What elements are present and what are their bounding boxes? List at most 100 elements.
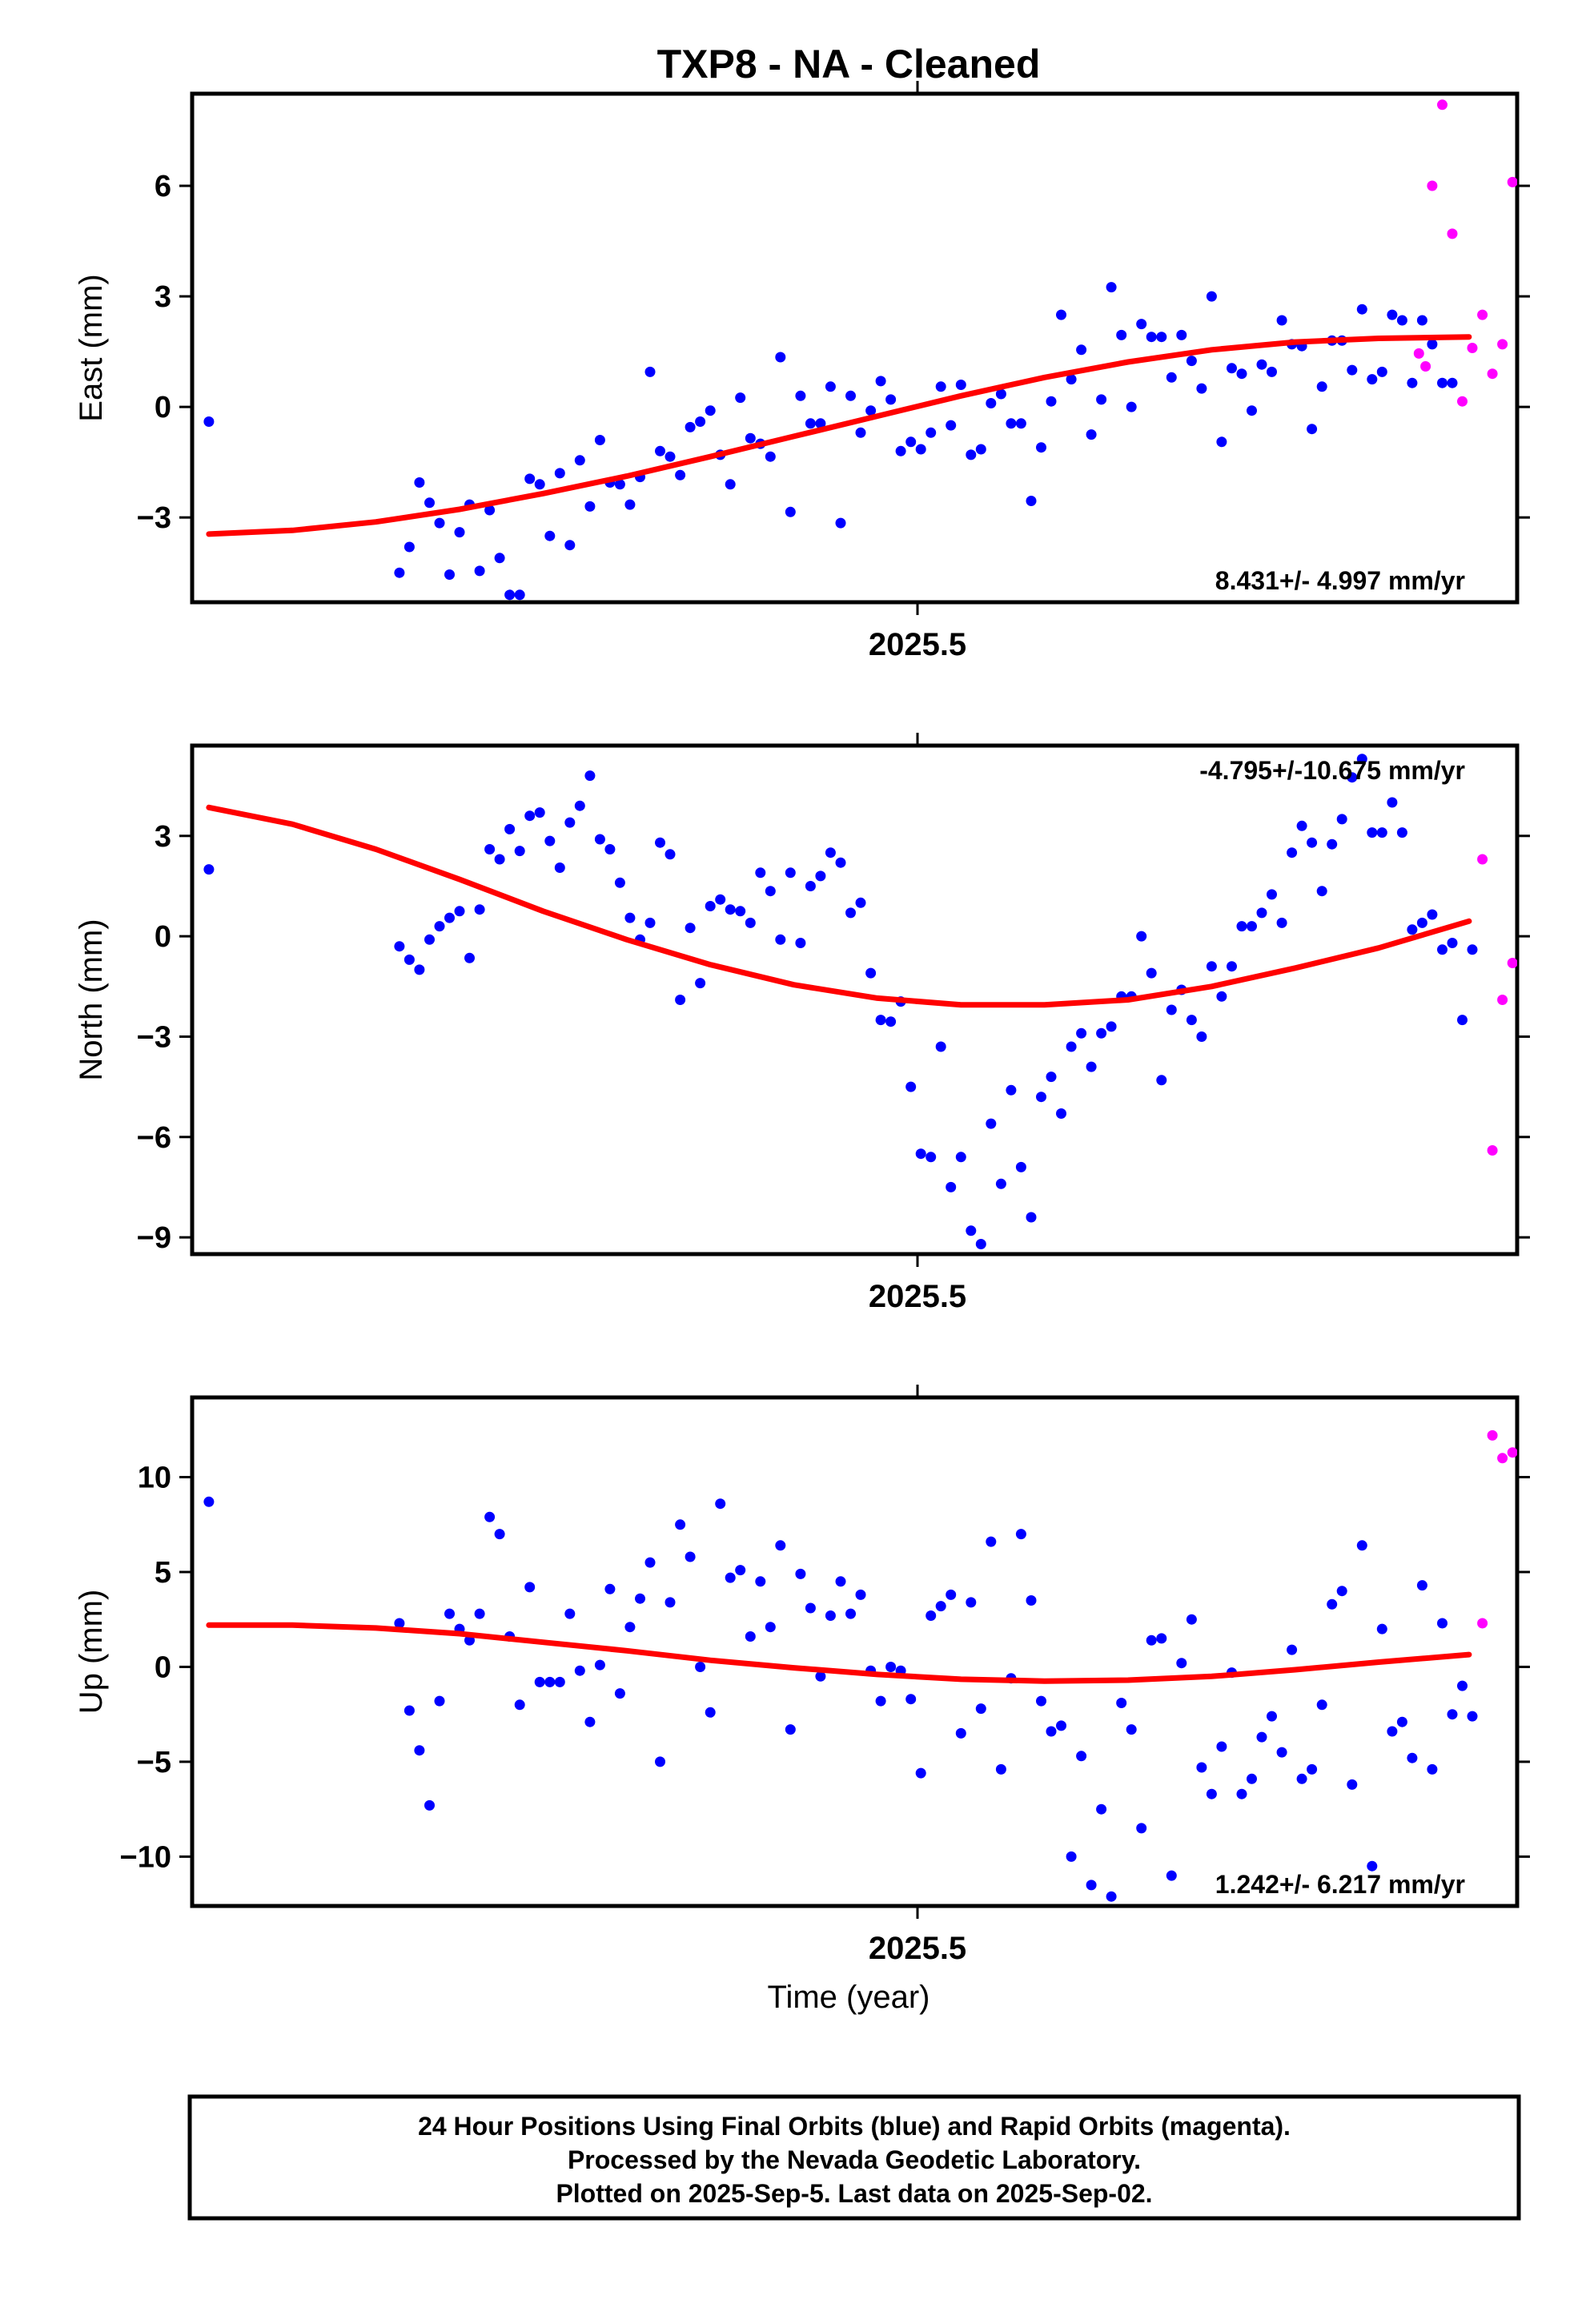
north-final-point [1407,924,1418,935]
east-final-point [1106,282,1117,293]
up-final-point [1216,1741,1227,1752]
east-final-point [554,468,565,479]
north-final-point [494,854,505,865]
north-final-point [203,864,215,875]
north-final-point [875,1015,886,1026]
east-panel: −3 0 3 6 2025.5 East (mm) 8.431+/- 4.997 mm/yr [74,81,1530,662]
up-final-point [604,1583,616,1594]
east-final-point [1015,418,1026,429]
east-final-point [875,376,886,387]
north-ytick-label: −9 [137,1221,171,1255]
east-final-point [1186,356,1197,367]
up-final-point [444,1608,455,1619]
north-final-point [1396,827,1407,838]
up-final-point [1015,1529,1026,1540]
up-final-point [845,1608,856,1619]
up-rapid-point [1477,1618,1488,1629]
east-final-point [795,390,806,401]
north-rapid-point [1497,995,1508,1005]
north-rate-label: -4.795+/-10.675 mm/yr [1199,756,1465,785]
up-rapid-point [1548,1396,1558,1406]
up-final-point [975,1703,986,1715]
north-final-point [755,867,766,879]
north-final-point [414,964,425,975]
north-rapid-point [1537,1145,1548,1156]
north-final-point [1106,1021,1117,1032]
up-final-point [835,1576,846,1587]
up-rapid-point [1537,1482,1548,1492]
east-final-point [1036,442,1046,453]
north-final-point [644,917,656,928]
up-final-point [725,1572,736,1583]
up-y-axis-label: Up (mm) [74,1590,109,1715]
north-ytick-label: 3 [155,820,171,854]
north-final-point [474,904,485,915]
chart-title: TXP8 - NA - Cleaned [657,42,1041,86]
up-ytick-label: 0 [155,1651,171,1684]
up-final-point [514,1699,525,1711]
up-final-point [675,1519,686,1530]
up-final-point [554,1676,565,1687]
east-final-point [1437,377,1447,388]
north-rapid-point [1557,1025,1568,1035]
up-final-point [1136,1823,1147,1834]
north-final-point [1186,1015,1197,1026]
east-final-point [594,435,605,445]
up-final-point [1327,1598,1338,1610]
north-final-point [685,923,696,934]
footer-line-2: Processed by the Nevada Geodetic Laborat… [568,2145,1141,2174]
east-y-axis-label: East (mm) [74,274,109,421]
north-final-point [715,894,726,905]
north-final-point [695,978,706,989]
footer-box [187,2094,1521,2221]
east-final-point [966,449,977,460]
east-rapid-point [1437,99,1447,111]
up-rapid-point [1568,1422,1578,1433]
north-points [203,754,1568,1249]
up-final-point [1396,1716,1407,1727]
north-final-point [534,807,545,818]
north-final-point [1287,847,1298,858]
up-final-point [1347,1779,1358,1790]
north-final-point [1216,991,1227,1002]
up-final-point [1206,1788,1217,1799]
up-final-point [594,1659,605,1671]
east-final-point [1356,304,1367,315]
up-final-point [644,1557,656,1568]
north-final-point [594,834,605,845]
up-final-point [815,1671,826,1682]
north-final-point [1166,1004,1177,1015]
east-final-point [544,530,556,541]
footer-line-3: Plotted on 2025-Sep-5. Last data on 2025… [556,2179,1152,2208]
north-final-point [1136,931,1147,942]
north-final-point [955,1152,966,1163]
north-final-point [404,954,415,965]
east-fit-curve [206,334,1472,537]
north-final-point [795,938,806,948]
north-final-point [1347,772,1358,783]
up-final-point [1437,1618,1447,1629]
east-final-point [1276,315,1287,326]
north-rapid-point [1528,1068,1538,1079]
up-ytick-label: −10 [120,1840,171,1874]
north-final-point [995,1178,1006,1189]
north-ytick-label: 0 [155,920,171,954]
east-ytick-label: 3 [155,280,171,314]
north-final-point [1336,814,1347,825]
north-final-point [504,823,516,834]
up-final-point [935,1601,946,1612]
up-final-point [715,1498,726,1510]
north-final-point [725,904,736,915]
east-final-point [855,427,866,438]
up-final-point [1376,1623,1387,1634]
north-final-point [1206,961,1217,972]
up-plot-frame [190,1395,1520,1908]
east-final-point [1256,359,1267,370]
north-rapid-point [1477,854,1488,865]
east-final-point [1116,329,1127,340]
up-final-point [1076,1751,1087,1762]
up-final-point [946,1589,957,1600]
north-final-point [524,810,536,822]
north-final-point [1296,820,1307,831]
footer-line-1: 24 Hour Positions Using Final Orbits (bl… [418,2112,1291,2141]
